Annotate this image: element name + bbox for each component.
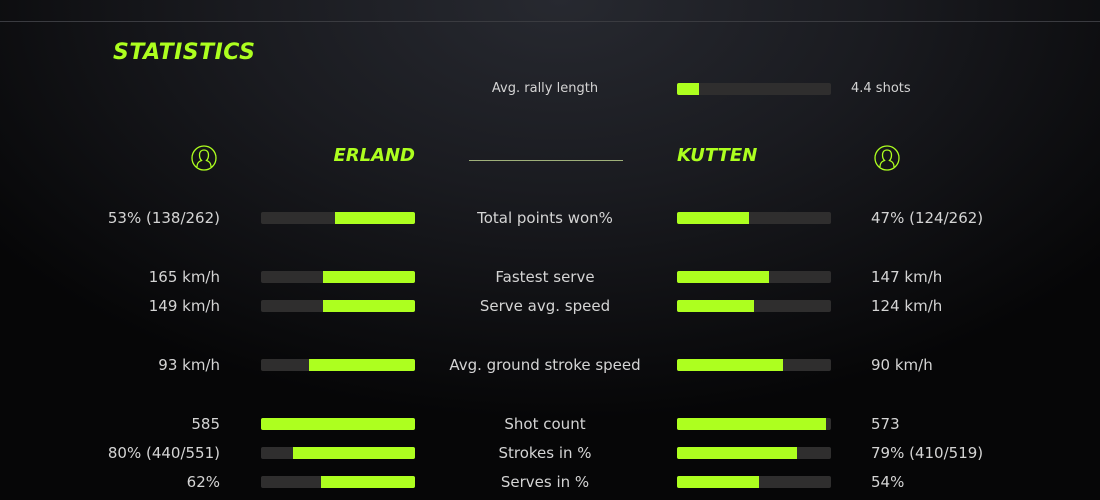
- stat-right-bar: [677, 212, 831, 224]
- stat-left-bar-fill: [321, 476, 415, 488]
- stat-right-bar-fill: [677, 447, 798, 459]
- stat-right-bar-fill: [677, 271, 770, 283]
- stat-left-value: 93 km/h: [158, 356, 220, 374]
- stat-left-value: 149 km/h: [148, 297, 220, 315]
- stat-left-bar-fill: [322, 300, 415, 312]
- stat-right-bar-fill: [677, 359, 784, 371]
- player-left-name: ERLAND: [333, 145, 415, 166]
- top-divider: [0, 21, 1100, 22]
- stat-label: Avg. ground stroke speed: [449, 356, 641, 374]
- rally-bar: [677, 83, 831, 95]
- stat-left-bar: [261, 271, 415, 283]
- stat-left-bar-fill: [322, 271, 415, 283]
- stat-right-value: 124 km/h: [871, 297, 943, 315]
- stat-row: 93 km/h Avg. ground stroke speed 90 km/h: [0, 353, 1100, 377]
- stat-left-bar: [261, 212, 415, 224]
- player-right-name: KUTTEN: [677, 145, 758, 166]
- stat-right-bar: [677, 271, 831, 283]
- user-avatar-icon: [191, 145, 217, 171]
- stat-right-value: 147 km/h: [871, 268, 943, 286]
- stat-left-bar: [261, 359, 415, 371]
- stat-right-value: 573: [871, 415, 900, 433]
- stat-left-bar: [261, 418, 415, 430]
- stat-left-value: 62%: [186, 473, 220, 491]
- rally-row: Avg. rally length 4.4 shots: [0, 77, 1100, 101]
- stat-right-bar: [677, 447, 831, 459]
- stat-right-bar: [677, 476, 831, 488]
- stat-label: Serve avg. speed: [479, 297, 611, 315]
- stat-right-value: 54%: [871, 473, 905, 491]
- stat-right-bar: [677, 359, 831, 371]
- rally-label: Avg. rally length: [491, 81, 599, 96]
- stat-label: Strokes in %: [498, 444, 592, 462]
- stat-label: Fastest serve: [495, 268, 595, 286]
- stat-right-value: 79% (410/519): [871, 444, 984, 462]
- stat-label: Shot count: [504, 415, 586, 433]
- stat-right-bar: [677, 418, 831, 430]
- stat-left-bar: [261, 300, 415, 312]
- stat-right-value: 90 km/h: [871, 356, 933, 374]
- stat-right-bar-fill: [677, 212, 750, 224]
- stat-left-value: 80% (440/551): [107, 444, 220, 462]
- stat-right-bar: [677, 300, 831, 312]
- stat-right-bar-fill: [677, 418, 827, 430]
- stat-left-bar: [261, 447, 415, 459]
- stat-row: 585 Shot count 573: [0, 412, 1100, 436]
- header-divider: [469, 160, 623, 161]
- stat-label: Total points won%: [477, 209, 613, 227]
- stat-left-value: 165 km/h: [148, 268, 220, 286]
- stat-row: 149 km/h Serve avg. speed 124 km/h: [0, 294, 1100, 318]
- stat-left-bar-fill: [308, 359, 415, 371]
- page-title: STATISTICS: [113, 40, 256, 65]
- stat-right-bar-fill: [677, 476, 759, 488]
- stat-left-bar-fill: [261, 418, 415, 430]
- user-avatar-icon: [874, 145, 900, 171]
- stat-row: 80% (440/551) Strokes in % 79% (410/519): [0, 441, 1100, 465]
- rally-bar-fill: [677, 83, 699, 95]
- stat-right-bar-fill: [677, 300, 754, 312]
- stat-row: 165 km/h Fastest serve 147 km/h: [0, 265, 1100, 289]
- stat-row: 53% (138/262) Total points won% 47% (124…: [0, 206, 1100, 230]
- stat-right-value: 47% (124/262): [871, 209, 984, 227]
- stat-left-bar-fill: [334, 212, 415, 224]
- stat-row: 62% Serves in % 54%: [0, 470, 1100, 494]
- stat-left-value: 585: [191, 415, 220, 433]
- stat-left-bar: [261, 476, 415, 488]
- stat-label: Serves in %: [500, 473, 590, 491]
- stat-left-value: 53% (138/262): [107, 209, 220, 227]
- rally-value: 4.4 shots: [851, 81, 911, 96]
- stat-left-bar-fill: [293, 447, 415, 459]
